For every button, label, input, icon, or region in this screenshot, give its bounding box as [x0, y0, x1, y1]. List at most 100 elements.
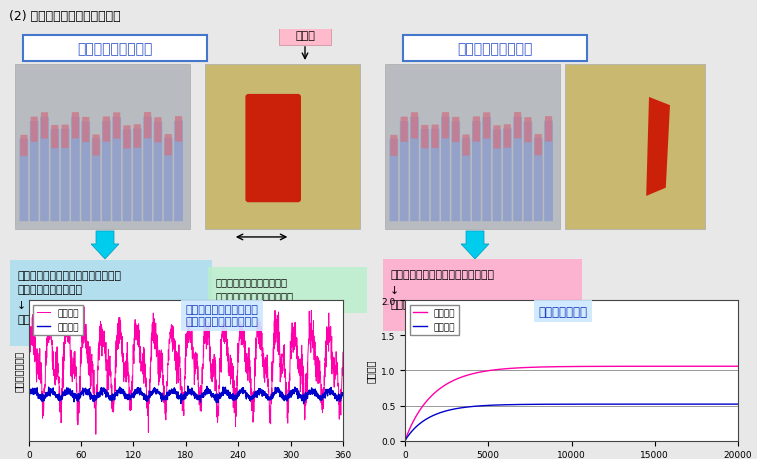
FancyBboxPatch shape	[143, 118, 152, 222]
FancyBboxPatch shape	[473, 117, 480, 142]
従来ギヤ	[662, 364, 671, 369]
開発ギヤ	[734, 402, 743, 407]
FancyBboxPatch shape	[72, 113, 79, 139]
FancyBboxPatch shape	[15, 65, 190, 230]
FancyBboxPatch shape	[113, 113, 120, 139]
従来ギヤ	[92, 403, 101, 409]
FancyBboxPatch shape	[164, 139, 173, 222]
FancyBboxPatch shape	[534, 135, 542, 156]
FancyBboxPatch shape	[51, 130, 59, 222]
開発ギヤ	[562, 402, 572, 407]
従来ギヤ	[142, 405, 151, 411]
開発ギヤ	[724, 402, 733, 407]
FancyBboxPatch shape	[165, 135, 172, 156]
従来ギヤ	[734, 364, 743, 369]
FancyBboxPatch shape	[102, 122, 111, 222]
Line: 開発ギヤ: 開発ギヤ	[29, 386, 343, 404]
FancyBboxPatch shape	[205, 65, 360, 230]
Text: 歯当り: 歯当り	[295, 31, 315, 41]
FancyBboxPatch shape	[420, 130, 429, 222]
FancyBboxPatch shape	[123, 126, 131, 149]
開発ギヤ	[154, 390, 163, 395]
従来ギヤ	[400, 438, 410, 443]
開発ギヤ	[42, 390, 51, 396]
従来ギヤ	[154, 369, 164, 375]
従来ギヤ	[417, 404, 426, 410]
Text: 当り面積を広くして全体的に滑らか: 当り面積を広くして全体的に滑らか	[17, 270, 121, 280]
FancyBboxPatch shape	[134, 125, 141, 148]
従来ギヤ	[153, 352, 162, 358]
FancyBboxPatch shape	[123, 130, 132, 222]
FancyBboxPatch shape	[41, 113, 48, 139]
FancyBboxPatch shape	[462, 139, 470, 222]
FancyBboxPatch shape	[40, 118, 49, 222]
FancyBboxPatch shape	[71, 118, 79, 222]
FancyBboxPatch shape	[103, 117, 110, 142]
FancyBboxPatch shape	[10, 260, 212, 346]
FancyBboxPatch shape	[154, 122, 162, 222]
Legend: 従来ギヤ, 開発ギヤ: 従来ギヤ, 開発ギヤ	[33, 305, 83, 335]
従来ギヤ	[562, 364, 572, 369]
FancyBboxPatch shape	[482, 118, 491, 222]
FancyBboxPatch shape	[391, 135, 397, 157]
FancyBboxPatch shape	[154, 118, 161, 143]
FancyBboxPatch shape	[245, 95, 301, 203]
従来ギヤ	[553, 364, 562, 369]
従来ギヤ	[724, 364, 733, 369]
FancyBboxPatch shape	[61, 129, 70, 222]
開発ギヤ	[338, 390, 347, 396]
FancyBboxPatch shape	[279, 26, 331, 46]
Line: 従来ギヤ: 従来ギヤ	[405, 366, 738, 441]
開発ギヤ	[417, 419, 426, 425]
FancyBboxPatch shape	[503, 129, 512, 222]
開発ギヤ	[662, 402, 671, 407]
Text: な噌合いにしました。: な噌合いにしました。	[17, 284, 82, 294]
開発ギヤ	[183, 383, 192, 389]
FancyBboxPatch shape	[23, 36, 207, 62]
Y-axis label: 摩耗比較: 摩耗比較	[366, 359, 375, 382]
開発ギヤ	[724, 402, 733, 407]
FancyBboxPatch shape	[92, 139, 101, 222]
FancyBboxPatch shape	[431, 129, 440, 222]
開発ギヤ	[142, 397, 151, 402]
FancyBboxPatch shape	[30, 118, 38, 143]
Text: 作動トルク変動を減らし
操舰時の滑らかさが向上: 作動トルク変動を減らし 操舰時の滑らかさが向上	[185, 305, 259, 326]
Text: 面圧も低くなり初期摩耗性が向上: 面圧も低くなり初期摩耗性が向上	[17, 314, 114, 324]
FancyBboxPatch shape	[133, 129, 142, 222]
FancyBboxPatch shape	[51, 126, 58, 149]
FancyBboxPatch shape	[400, 122, 409, 222]
従来ギヤ	[42, 355, 51, 361]
FancyBboxPatch shape	[441, 118, 450, 222]
Text: ↓: ↓	[390, 285, 399, 295]
FancyBboxPatch shape	[208, 268, 367, 313]
開発ギヤ	[92, 395, 101, 401]
FancyBboxPatch shape	[83, 118, 89, 143]
FancyBboxPatch shape	[175, 117, 182, 142]
Text: (2) 樹脂ギヤ歯形形状の最適化: (2) 樹脂ギヤ歯形形状の最適化	[9, 10, 120, 23]
FancyBboxPatch shape	[524, 122, 532, 222]
開発ギヤ	[24, 390, 33, 396]
FancyBboxPatch shape	[411, 113, 418, 139]
FancyBboxPatch shape	[30, 122, 39, 222]
FancyArrow shape	[91, 231, 119, 259]
開発ギヤ	[152, 390, 161, 395]
Y-axis label: 作動トルク変動: 作動トルク変動	[13, 350, 23, 391]
従来ギヤ	[24, 338, 33, 343]
従来ギヤ	[79, 304, 89, 310]
Text: 当り面積が狭くトルク変動が大きい: 当り面積が狭くトルク変動が大きい	[390, 269, 494, 280]
Text: 初期摩耗性向上: 初期摩耗性向上	[538, 305, 587, 318]
従来ギヤ	[92, 431, 101, 437]
FancyBboxPatch shape	[390, 139, 398, 222]
開発ギヤ	[553, 402, 562, 407]
FancyBboxPatch shape	[451, 122, 460, 222]
FancyBboxPatch shape	[545, 117, 552, 142]
FancyBboxPatch shape	[61, 125, 69, 149]
FancyBboxPatch shape	[92, 135, 100, 156]
Line: 従来ギヤ: 従来ギヤ	[29, 307, 343, 434]
FancyBboxPatch shape	[483, 113, 491, 139]
FancyBboxPatch shape	[514, 113, 522, 139]
Text: 開発ギヤの歯当たり: 開発ギヤの歯当たり	[77, 42, 153, 56]
FancyBboxPatch shape	[565, 65, 705, 230]
Line: 開発ギヤ: 開発ギヤ	[405, 404, 738, 441]
開発ギヤ	[239, 385, 248, 391]
